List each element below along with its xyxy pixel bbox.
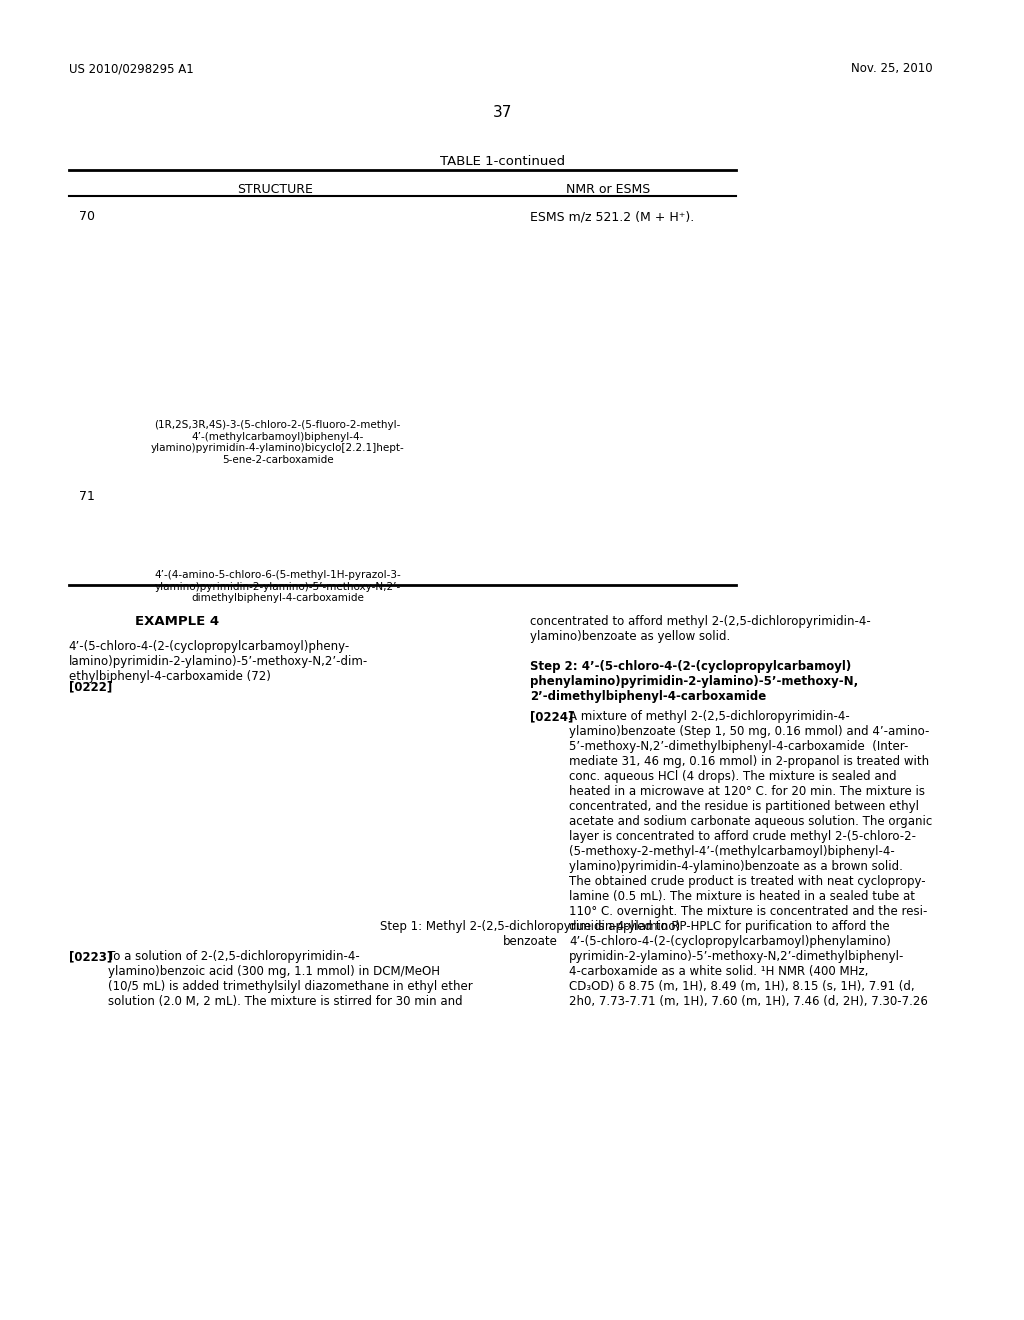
Text: Step 1: Methyl 2-(2,5-dichloropyrimidin-4-ylamino)
benzoate: Step 1: Methyl 2-(2,5-dichloropyrimidin-…	[380, 920, 680, 948]
Text: 70: 70	[79, 210, 94, 223]
Text: ESMS m/z 521.2 (M + H⁺).: ESMS m/z 521.2 (M + H⁺).	[529, 210, 694, 223]
Text: STRUCTURE: STRUCTURE	[237, 183, 312, 195]
Text: Step 2: 4’-(5-chloro-4-(2-(cyclopropylcarbamoyl)
phenylamino)pyrimidin-2-ylamino: Step 2: 4’-(5-chloro-4-(2-(cyclopropylca…	[529, 660, 858, 704]
Text: A mixture of methyl 2-(2,5-dichloropyrimidin-4-
ylamino)benzoate (Step 1, 50 mg,: A mixture of methyl 2-(2,5-dichloropyrim…	[569, 710, 933, 1008]
Text: 37: 37	[493, 106, 512, 120]
Text: US 2010/0298295 A1: US 2010/0298295 A1	[69, 62, 194, 75]
Text: To a solution of 2-(2,5-dichloropyrimidin-4-
ylamino)benzoic acid (300 mg, 1.1 m: To a solution of 2-(2,5-dichloropyrimidi…	[108, 950, 473, 1008]
Text: [0222]: [0222]	[69, 680, 112, 693]
Text: 71: 71	[79, 490, 94, 503]
Text: (1R,2S,3R,4S)-3-(5-chloro-2-(5-fluoro-2-methyl-
4’-(methylcarbamoyl)biphenyl-4-
: (1R,2S,3R,4S)-3-(5-chloro-2-(5-fluoro-2-…	[151, 420, 404, 465]
Text: 4’-(5-chloro-4-(2-(cyclopropylcarbamoyl)pheny-
lamino)pyrimidin-2-ylamino)-5’-me: 4’-(5-chloro-4-(2-(cyclopropylcarbamoyl)…	[69, 640, 368, 682]
Text: 4’-(4-amino-5-chloro-6-(5-methyl-1H-pyrazol-3-
ylamino)pyrimidin-2-ylamino)-5’-m: 4’-(4-amino-5-chloro-6-(5-methyl-1H-pyra…	[155, 570, 401, 603]
Text: [0224]: [0224]	[529, 710, 573, 723]
Text: concentrated to afford methyl 2-(2,5-dichloropyrimidin-4-
ylamino)benzoate as ye: concentrated to afford methyl 2-(2,5-dic…	[529, 615, 870, 643]
Text: NMR or ESMS: NMR or ESMS	[566, 183, 650, 195]
Text: TABLE 1-continued: TABLE 1-continued	[440, 154, 565, 168]
Text: Nov. 25, 2010: Nov. 25, 2010	[851, 62, 932, 75]
Text: EXAMPLE 4: EXAMPLE 4	[134, 615, 219, 628]
Text: [0223]: [0223]	[69, 950, 112, 964]
